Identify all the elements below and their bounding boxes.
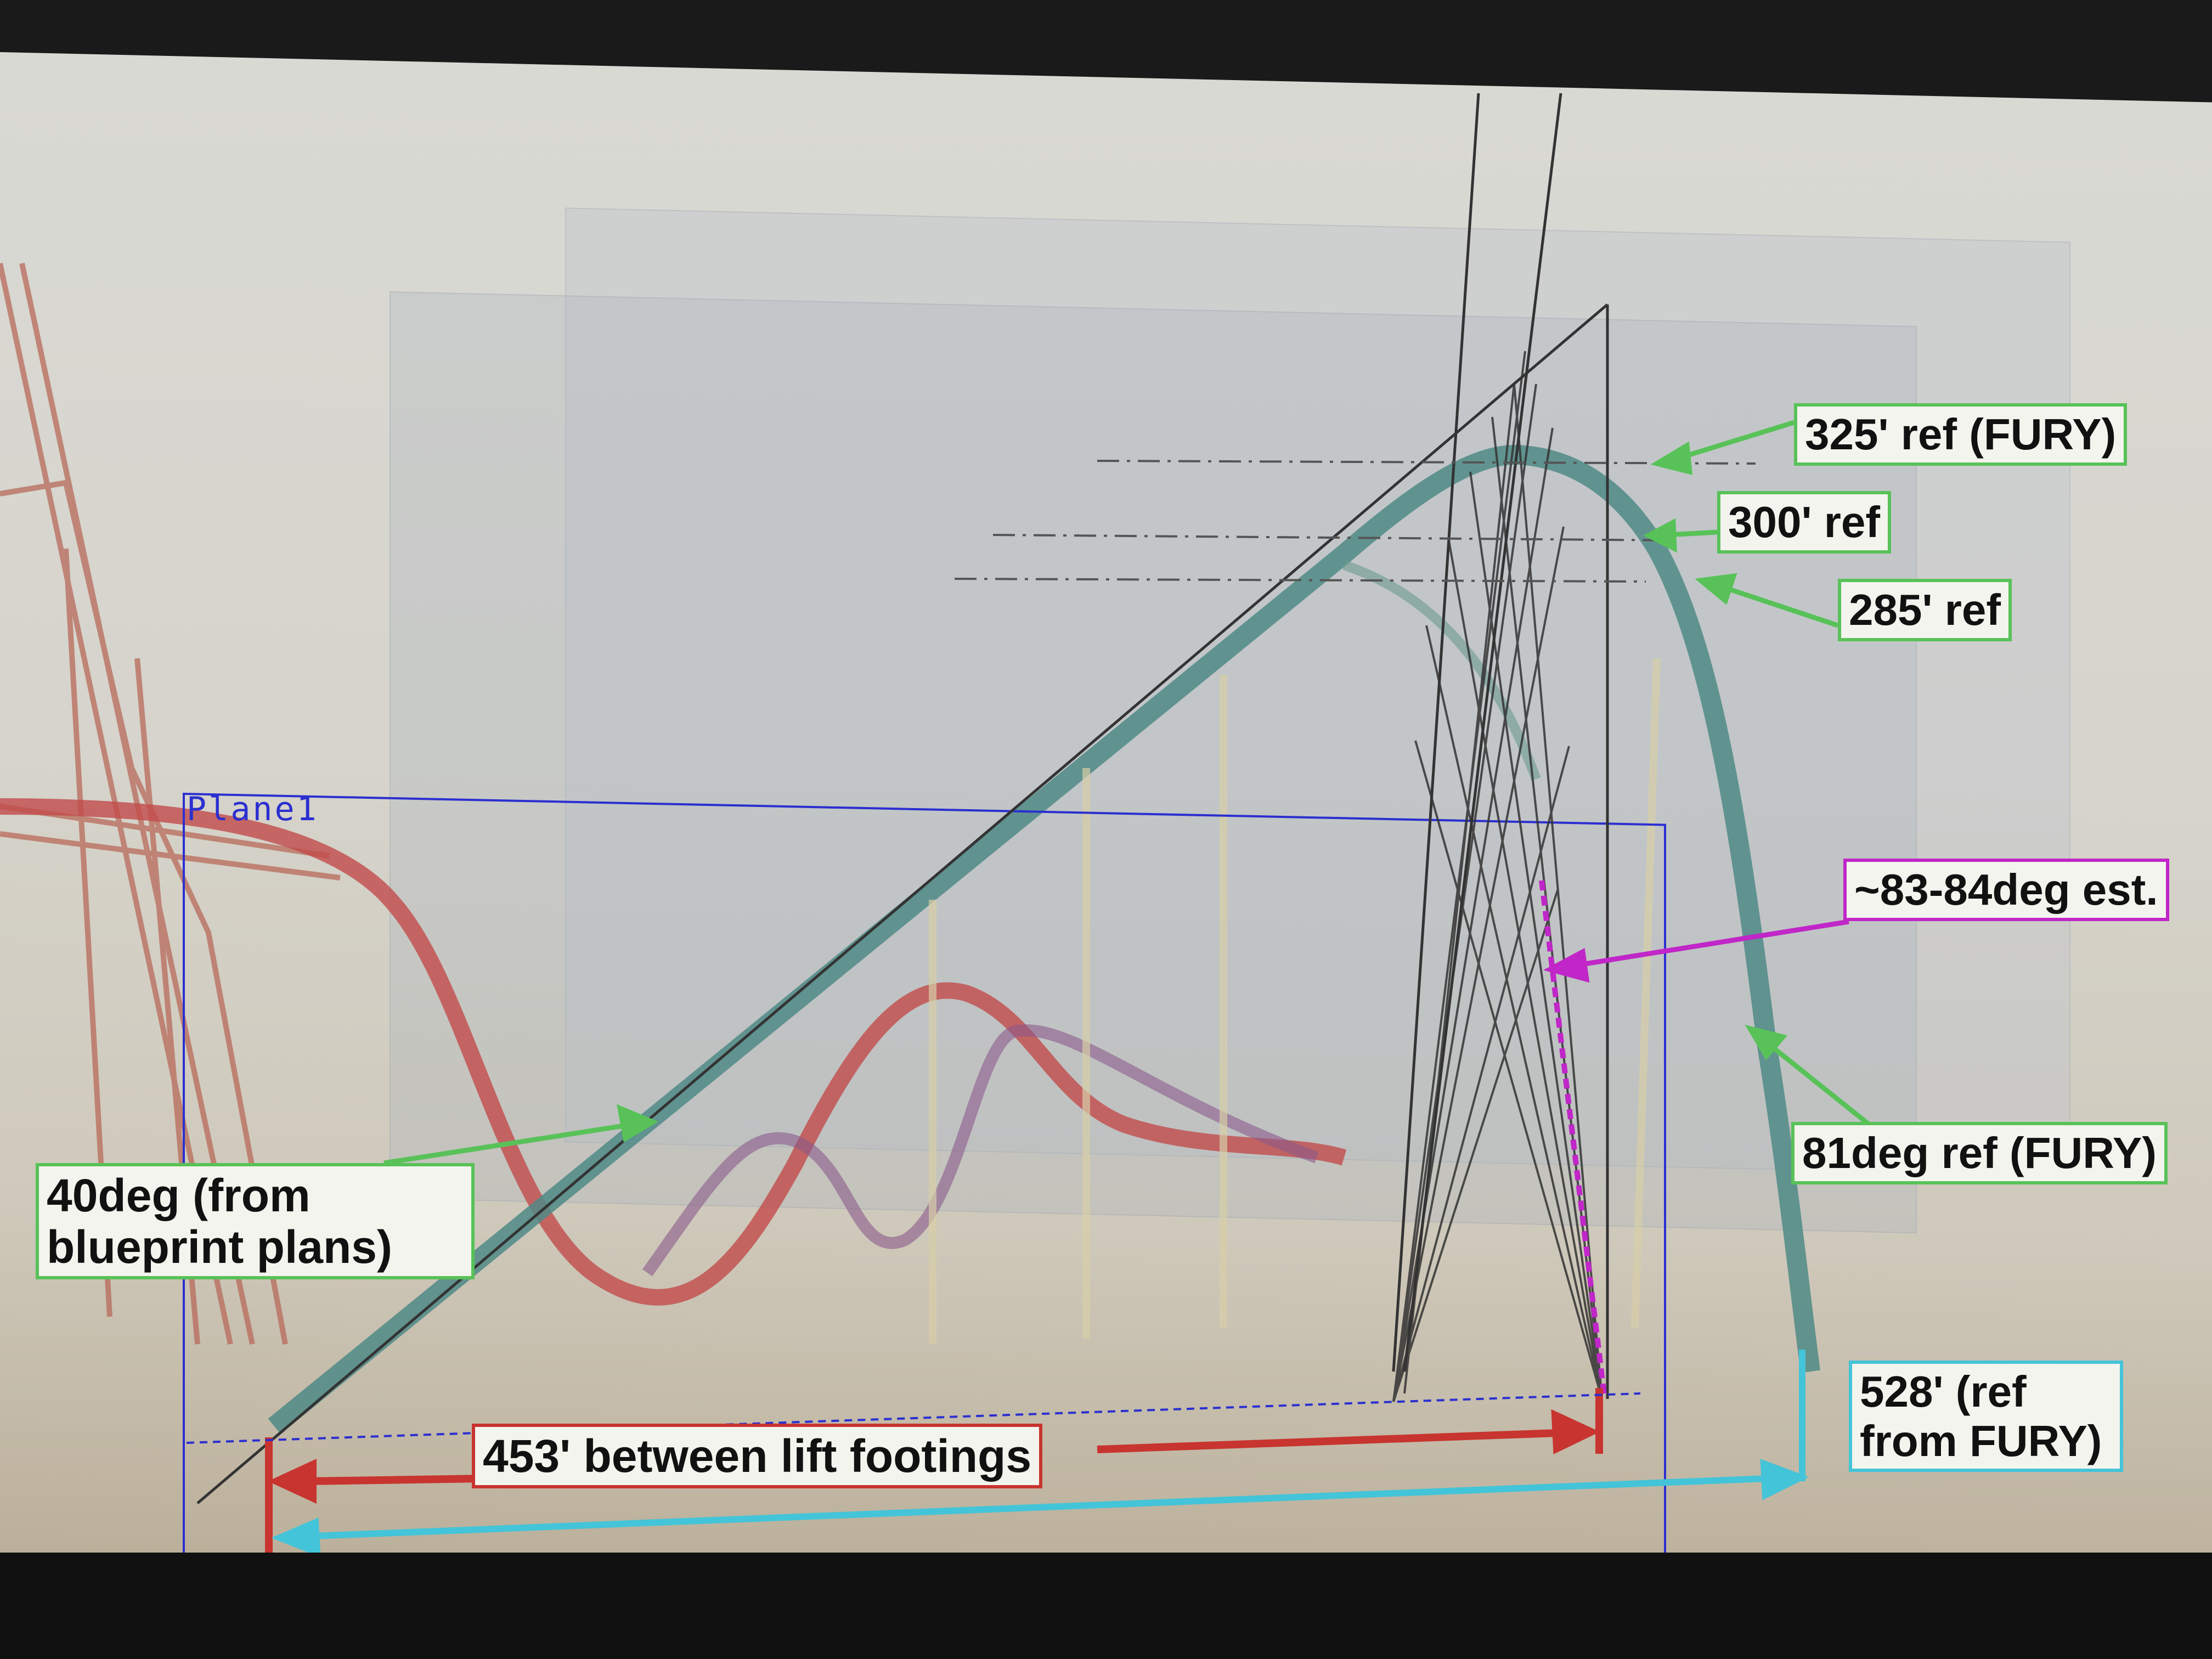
- lift-angle-line: [196, 303, 1609, 1504]
- label-453-footings: 453' between lift footings: [472, 1424, 1043, 1489]
- red-dimension: [265, 1388, 1603, 1569]
- second-hill-track: [1342, 560, 1541, 781]
- label-40deg: 40deg (from blueprint plans): [36, 1163, 475, 1280]
- height-ref-dashes: [954, 460, 1756, 583]
- monitor-bezel: [0, 1553, 2212, 1659]
- label-325-ref: 325' ref (FURY): [1794, 403, 2128, 466]
- vertical-ref-line-1: [1392, 93, 1480, 1372]
- estimate-dashed-line: [1539, 880, 1607, 1400]
- magenta-arrow: [1543, 919, 1849, 983]
- support-columns: [929, 658, 1661, 1344]
- label-81deg-ref: 81deg ref (FURY): [1791, 1122, 2168, 1184]
- green-arrows: [383, 420, 1878, 1166]
- red-coaster-track: [0, 798, 1347, 1306]
- ground-baseline: [186, 1392, 1641, 1444]
- angle-fan-lines: [1392, 351, 1603, 1402]
- label-528-ref: 528' (ref from FURY): [1849, 1361, 2123, 1472]
- cyan-dimension: [271, 1350, 1809, 1558]
- label-285-ref: 285' ref: [1838, 579, 2012, 641]
- label-angle-estimate: ~83-84deg est.: [1843, 859, 2169, 921]
- plane1-label: Plane1: [187, 790, 319, 828]
- red-coaster-track-second: [642, 1024, 1319, 1277]
- label-300-ref: 300' ref: [1717, 491, 1891, 554]
- lift-hill-track: [268, 445, 1820, 1434]
